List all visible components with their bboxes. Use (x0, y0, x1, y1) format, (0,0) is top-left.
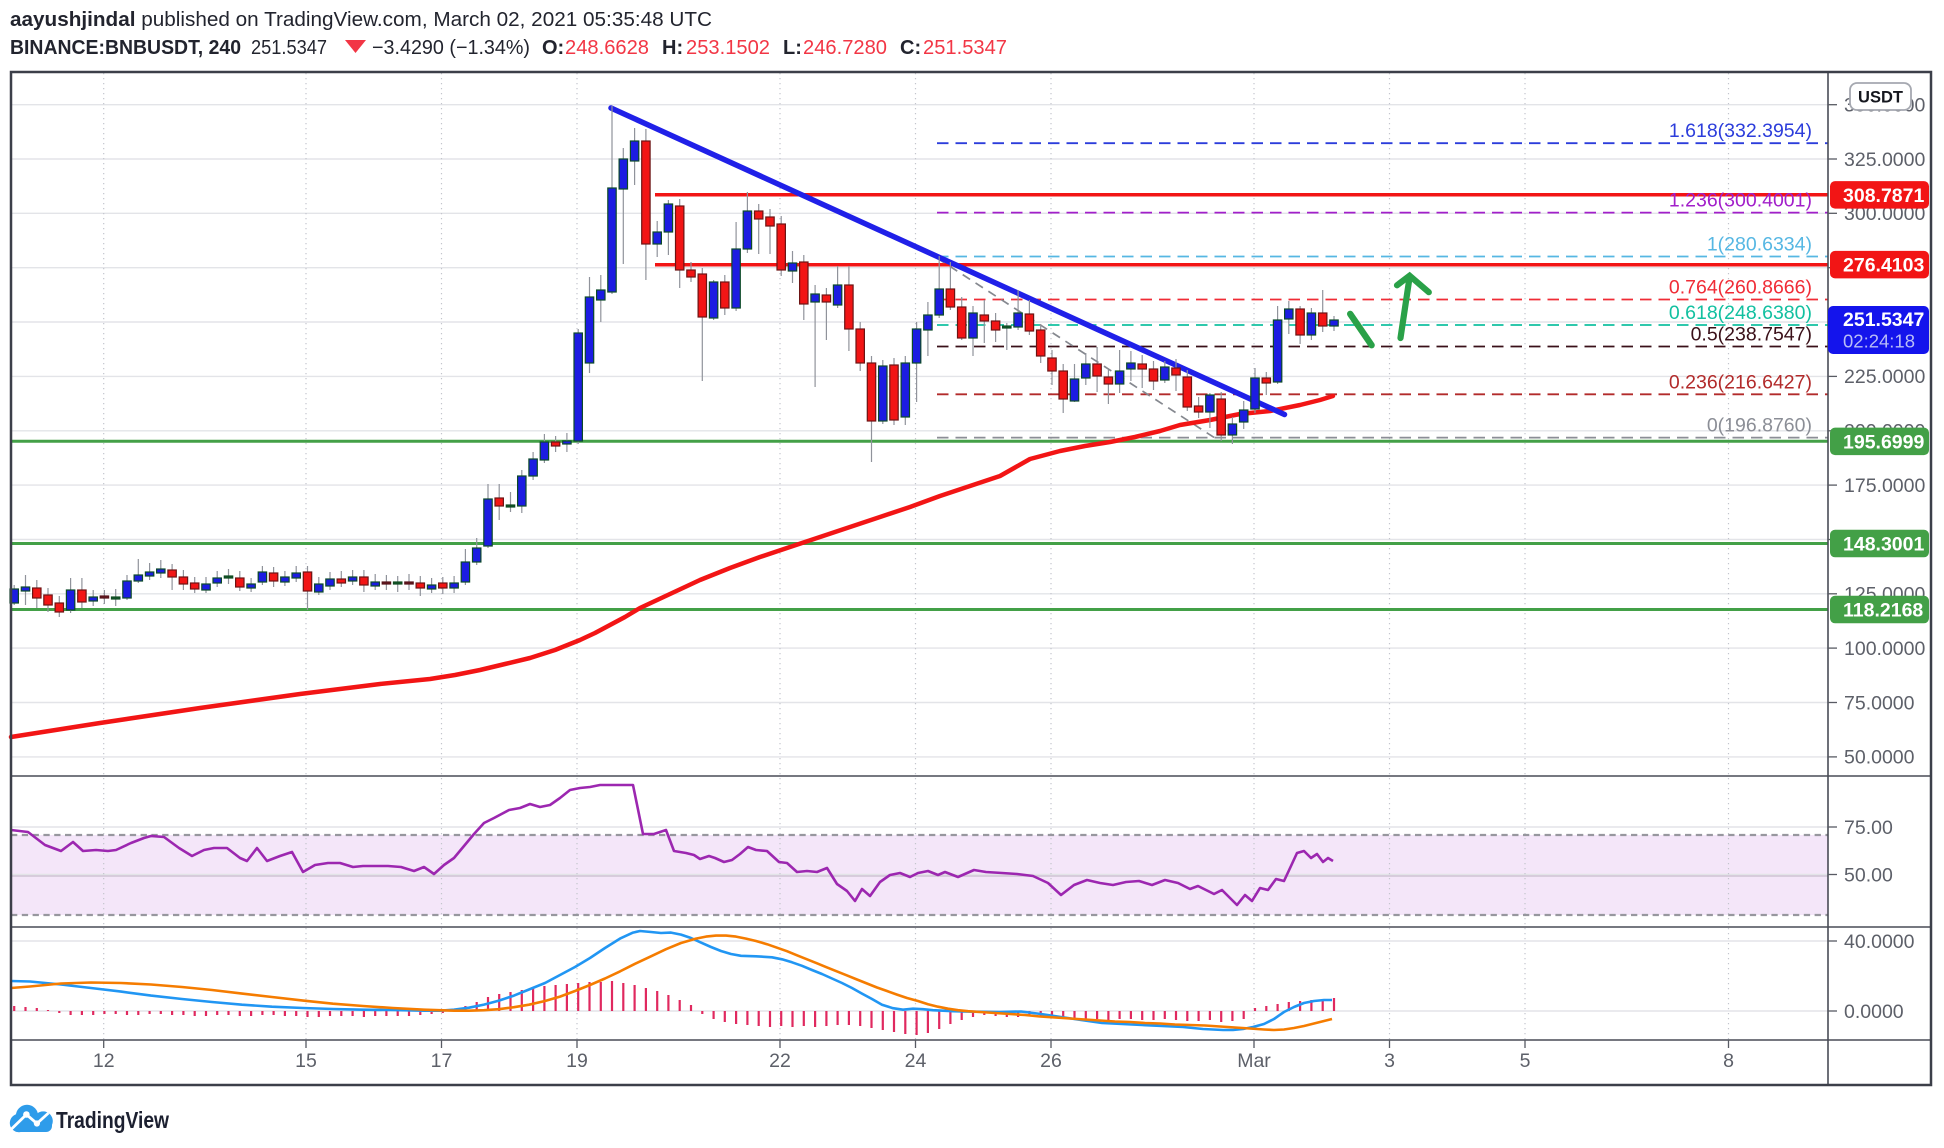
svg-text:251.5347: 251.5347 (251, 37, 327, 59)
svg-text:0.618(248.6380): 0.618(248.6380) (1669, 302, 1812, 324)
svg-text:L:: L: (783, 37, 802, 59)
svg-text:0.764(260.8666): 0.764(260.8666) (1669, 277, 1812, 299)
svg-text:aayushjindal published on Trad: aayushjindal published on TradingView.co… (10, 9, 712, 31)
svg-text:26: 26 (1040, 1050, 1062, 1072)
svg-text:0.0000: 0.0000 (1844, 1001, 1904, 1023)
svg-text:50.0000: 50.0000 (1844, 747, 1915, 769)
svg-text:251.5347: 251.5347 (923, 37, 1007, 59)
svg-text:300.0000: 300.0000 (1844, 203, 1925, 225)
svg-text:148.3001: 148.3001 (1843, 534, 1924, 556)
svg-text:251.5347: 251.5347 (1843, 309, 1924, 331)
svg-text:308.7871: 308.7871 (1843, 185, 1924, 207)
svg-text:246.7280: 246.7280 (803, 37, 887, 59)
svg-text:276.4103: 276.4103 (1843, 255, 1924, 277)
svg-text:75.00: 75.00 (1844, 817, 1893, 839)
svg-text:0.5(238.7547): 0.5(238.7547) (1691, 324, 1812, 346)
svg-text:3: 3 (1384, 1050, 1395, 1072)
svg-text:BINANCE:BNBUSDT, 240: BINANCE:BNBUSDT, 240 (10, 37, 241, 59)
svg-text:75.0000: 75.0000 (1844, 692, 1915, 714)
svg-text:0.236(216.6427): 0.236(216.6427) (1669, 371, 1812, 393)
svg-text:12: 12 (93, 1050, 115, 1072)
svg-text:24: 24 (905, 1050, 927, 1072)
svg-text:248.6628: 248.6628 (565, 37, 649, 59)
svg-text:H:: H: (662, 37, 683, 59)
svg-text:C:: C: (900, 37, 921, 59)
svg-text:Mar: Mar (1237, 1050, 1271, 1072)
svg-text:TradingView: TradingView (56, 1107, 169, 1133)
svg-text:325.0000: 325.0000 (1844, 149, 1925, 171)
svg-text:15: 15 (295, 1050, 317, 1072)
svg-text:118.2168: 118.2168 (1843, 600, 1923, 622)
svg-text:5: 5 (1520, 1050, 1531, 1072)
svg-text:50.00: 50.00 (1844, 864, 1893, 886)
svg-text:1(280.6334): 1(280.6334) (1707, 234, 1812, 256)
svg-text:−3.4290 (−1.34%): −3.4290 (−1.34%) (372, 37, 530, 59)
svg-text:253.1502: 253.1502 (686, 37, 770, 59)
svg-text:1.236(300.4001): 1.236(300.4001) (1669, 190, 1812, 212)
svg-text:USDT: USDT (1858, 89, 1903, 107)
svg-text:02:24:18: 02:24:18 (1843, 331, 1915, 352)
svg-text:1.618(332.3954): 1.618(332.3954) (1669, 120, 1812, 142)
svg-text:8: 8 (1723, 1050, 1734, 1072)
svg-text:225.0000: 225.0000 (1844, 366, 1925, 388)
svg-text:195.6999: 195.6999 (1843, 431, 1924, 453)
svg-text:19: 19 (566, 1050, 588, 1072)
svg-text:17: 17 (431, 1050, 453, 1072)
svg-text:100.0000: 100.0000 (1844, 638, 1925, 660)
svg-text:0(196.8760): 0(196.8760) (1707, 415, 1812, 437)
svg-text:175.0000: 175.0000 (1844, 475, 1925, 497)
svg-text:22: 22 (769, 1050, 791, 1072)
svg-text:O:: O: (542, 37, 564, 59)
svg-text:40.0000: 40.0000 (1844, 931, 1915, 953)
